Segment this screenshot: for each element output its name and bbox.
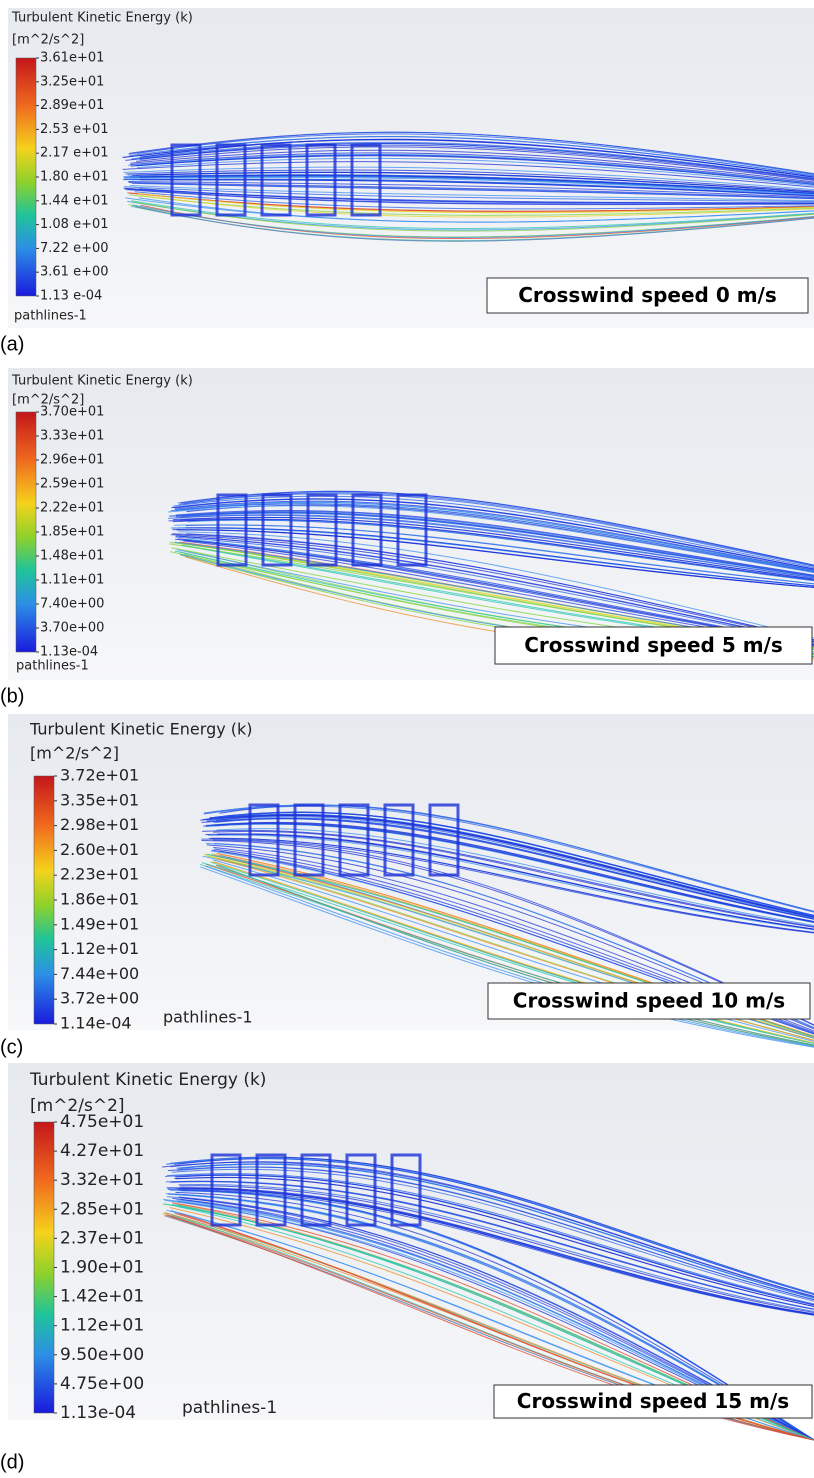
colorbar-label: 7.44e+00 [60,964,139,983]
colorbar-label: 2.96e+01 [40,453,104,468]
colorbar-label: 4.75e+01 [60,1112,144,1132]
source-label: pathlines-1 [14,309,87,324]
panel-label: (c) [0,1036,23,1058]
colorbar-label: 3.70e+00 [40,621,104,636]
colorbar-label: 3.72e+00 [60,989,139,1008]
legend-title: Turbulent Kinetic Energy (k) [29,1070,266,1090]
source-label: pathlines-1 [182,1398,277,1418]
colorbar-label: 2.85e+01 [60,1199,144,1219]
caption: Crosswind speed 0 m/s [518,283,777,307]
colorbar-label: 1.49e+01 [60,914,139,933]
colorbar-label: 2.53 e+01 [40,122,109,137]
colorbar-label: 1.11e+01 [40,573,104,588]
panel: Turbulent Kinetic Energy (k)[m^2/s^2]3.7… [8,368,814,680]
colorbar-label: 9.50e+00 [60,1345,144,1365]
panel: Turbulent Kinetic Energy (k) [m^2/s^2] 3.6… [8,8,814,328]
colorbar-label: 1.85e+01 [40,525,104,540]
legend-unit: [m^2/s^2] [12,33,84,48]
colorbar-label: 1.86e+01 [60,890,139,909]
panel-label: (d) [0,1451,24,1473]
colorbar-label: 2.60e+01 [60,840,139,859]
legend-unit: [m^2/s^2] [30,744,119,763]
colorbar-label: 3.35e+01 [60,790,139,809]
legend-title: Turbulent Kinetic Energy (k) [11,11,193,26]
colorbar-label: 1.90e+01 [60,1258,144,1278]
panel-label: (b) [0,685,24,707]
colorbar-label: 1.12e+01 [60,939,139,958]
colorbar-label: 2.37e+01 [60,1228,144,1248]
colorbar-label: 1.44 e+01 [40,193,109,208]
colorbar-label: 4.27e+01 [60,1141,144,1161]
legend-title: Turbulent Kinetic Energy (k) [11,374,193,389]
caption: Crosswind speed 5 m/s [524,633,783,657]
colorbar-label: 1.13 e-04 [40,289,102,304]
caption: Crosswind speed 15 m/s [517,1389,789,1413]
figure: Turbulent Kinetic Energy (k) [m^2/s^2] 3.6… [0,0,814,1478]
colorbar [16,412,36,652]
colorbar-label: 1.08 e+01 [40,217,109,232]
colorbar [16,58,36,296]
colorbar-label: 4.75e+00 [60,1374,144,1394]
colorbar-label: 2.22e+01 [40,501,104,516]
colorbar [34,776,54,1024]
colorbar-label: 3.33e+01 [40,429,104,444]
colorbar-label: 3.72e+01 [60,766,139,785]
colorbar-label: 2.59e+01 [40,477,104,492]
colorbar-label: 3.61 e+00 [40,265,109,280]
colorbar-label: 1.42e+01 [60,1287,144,1307]
colorbar-label: 2.23e+01 [60,865,139,884]
colorbar-label: 3.25e+01 [40,74,104,89]
colorbar-label: 2.89e+01 [40,98,104,113]
colorbar-label: 1.14e-04 [60,1014,132,1033]
panel: Turbulent Kinetic Energy (k)[m^2/s^2]4.7… [8,1063,814,1440]
colorbar-label: 7.40e+00 [40,597,104,612]
colorbar-label: 3.70e+01 [40,405,104,420]
panel-label: (a) [0,333,24,355]
colorbar-label: 2.98e+01 [60,815,139,834]
colorbar-label: 3.61e+01 [40,51,104,66]
source-label: pathlines-1 [163,1008,253,1027]
colorbar-label: 1.13e-04 [40,645,98,660]
colorbar-label: 1.80 e+01 [40,170,109,185]
source-label: pathlines-1 [16,659,89,674]
panel: Turbulent Kinetic Energy (k) [m^2/s^2] 3.7… [8,714,814,1047]
colorbar-label: 3.32e+01 [60,1170,144,1190]
legend-title: Turbulent Kinetic Energy (k) [29,720,253,739]
colorbar-label: 1.12e+01 [60,1316,144,1336]
colorbar-label: 2.17 e+01 [40,146,109,161]
colorbar [34,1122,54,1413]
colorbar-label: 7.22 e+00 [40,241,109,256]
colorbar-label: 1.48e+01 [40,549,104,564]
caption: Crosswind speed 10 m/s [513,989,785,1013]
colorbar-label: 1.13e-04 [60,1403,136,1423]
